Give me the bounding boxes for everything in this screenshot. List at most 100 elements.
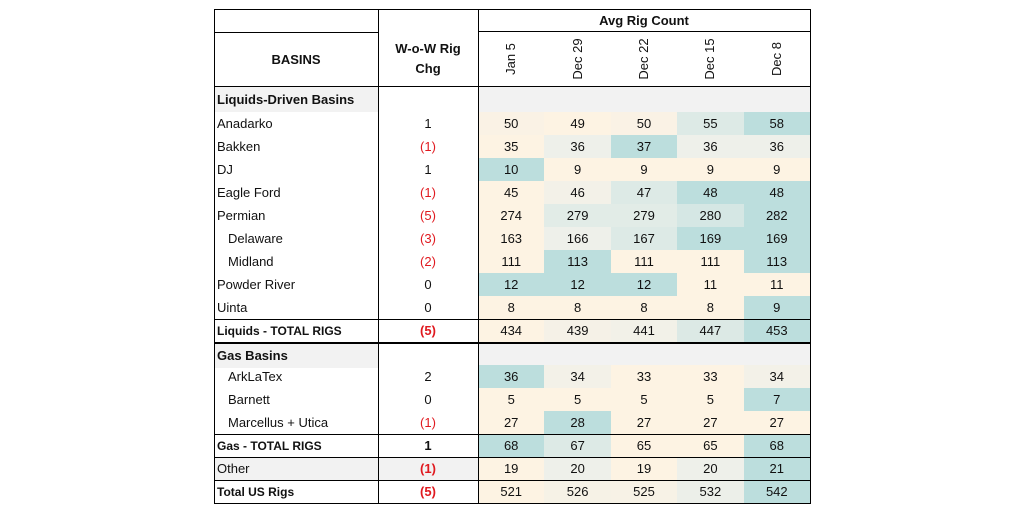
cell-background <box>677 319 744 342</box>
rig-count-value: 55 <box>703 116 718 131</box>
rig-count-value: 10 <box>503 162 519 177</box>
wow-change-value: (1) <box>420 415 436 430</box>
rig-count-value: 8 <box>507 300 515 315</box>
rig-count-value: 274 <box>500 208 523 223</box>
cell-background <box>743 181 810 204</box>
cell-background <box>677 388 744 411</box>
cell-background <box>544 135 611 158</box>
rig-count-value: 5 <box>640 392 648 407</box>
table-border <box>378 9 379 504</box>
cell-background <box>610 388 678 411</box>
cell-background <box>743 434 810 457</box>
rig-count-value: 46 <box>570 185 585 200</box>
cell-background <box>544 457 611 480</box>
basin-label: DJ <box>217 162 233 177</box>
rig-count-value: 8 <box>640 300 648 315</box>
gas-section-header: Gas Basins <box>217 347 288 363</box>
cell-background <box>214 342 378 368</box>
rig-count-value: 34 <box>570 369 585 384</box>
week-column-header: Dec 22 <box>636 38 651 80</box>
cell-background <box>677 457 744 480</box>
rig-count-value: 111 <box>634 254 654 269</box>
cell-background <box>677 434 744 457</box>
basin-label: Uinta <box>217 300 248 315</box>
basin-label: Barnett <box>228 392 270 407</box>
table-border <box>478 31 811 32</box>
table-border <box>214 86 811 87</box>
cell-background <box>544 204 611 227</box>
wow-header-line1: W-o-W Rig <box>395 41 461 56</box>
rig-count-value: 279 <box>566 208 589 223</box>
rig-count-value: 50 <box>503 116 519 131</box>
table-border <box>214 434 811 435</box>
rig-count-value: 5 <box>706 392 714 407</box>
rig-count-value: 19 <box>503 461 519 476</box>
rig-count-value: 48 <box>769 185 785 200</box>
rig-count-value: 20 <box>703 461 718 476</box>
rig-count-value: 434 <box>500 323 523 338</box>
cell-background <box>544 480 611 503</box>
cell-background <box>214 457 378 480</box>
cell-background <box>610 319 678 342</box>
cell-background <box>743 135 810 158</box>
cell-background <box>610 365 678 388</box>
basin-label: Anadarko <box>217 116 273 131</box>
cell-background <box>610 135 678 158</box>
basin-label: Permian <box>217 208 266 223</box>
basins-header: BASINS <box>271 51 321 67</box>
cell-background <box>478 388 545 411</box>
cell-background <box>478 342 810 368</box>
rig-count-value: 532 <box>699 484 722 499</box>
table-border <box>810 9 811 504</box>
rig-count-value: 65 <box>703 438 718 453</box>
cell-background <box>544 319 611 342</box>
rig-count-value: 67 <box>570 438 585 453</box>
basin-label: Midland <box>228 254 274 269</box>
rig-count-value: 48 <box>703 185 718 200</box>
cell-background <box>677 273 744 296</box>
rig-count-value: 12 <box>636 277 652 292</box>
week-column-header: Dec 8 <box>768 42 784 76</box>
rig-count-value: 167 <box>633 231 655 246</box>
basin-label: ArkLaTex <box>228 369 283 384</box>
rig-count-value: 65 <box>636 438 652 453</box>
week-column-header: Dec 29 <box>569 38 585 80</box>
basin-label: Other <box>217 461 250 476</box>
cell-background <box>610 296 678 319</box>
wow-change-header: W-o-W Rig Chg <box>378 32 478 86</box>
rig-count-value: 5 <box>507 392 515 407</box>
rig-count-value: 12 <box>570 277 585 292</box>
wow-change-value: (5) <box>420 323 436 338</box>
basin-label: Delaware <box>228 231 283 246</box>
wow-change-value: 0 <box>424 300 432 315</box>
rig-count-value: 542 <box>765 484 788 499</box>
cell-background <box>743 158 810 181</box>
basin-label: Gas - TOTAL RIGS <box>217 438 322 453</box>
wow-change-value: (1) <box>420 139 436 154</box>
wow-change-value: (2) <box>420 254 436 269</box>
rig-count-value: 27 <box>769 415 785 430</box>
rig-count-value: 8 <box>706 300 714 315</box>
rig-count-value: 521 <box>500 484 523 499</box>
rig-count-value: 27 <box>703 415 718 430</box>
rig-count-value: 166 <box>566 231 589 246</box>
cell-background <box>610 181 678 204</box>
cell-background <box>677 227 744 250</box>
wow-change-value: 0 <box>424 392 432 407</box>
cell-background <box>743 296 810 319</box>
rig-count-value: 68 <box>769 438 785 453</box>
rig-count-value: 526 <box>566 484 589 499</box>
cell-background <box>544 227 611 250</box>
cell-background <box>544 296 611 319</box>
cell-background <box>677 250 744 273</box>
wow-change-value: 0 <box>424 277 432 292</box>
cell-background <box>743 204 810 227</box>
rig-count-value: 447 <box>699 323 722 338</box>
cell-background <box>478 135 545 158</box>
rig-count-value: 439 <box>566 323 589 338</box>
basin-label: Powder River <box>217 277 296 292</box>
cell-background <box>478 296 545 319</box>
rig-count-value: 111 <box>700 254 721 269</box>
table-border <box>214 319 811 320</box>
rig-count-value: 111 <box>501 254 522 269</box>
